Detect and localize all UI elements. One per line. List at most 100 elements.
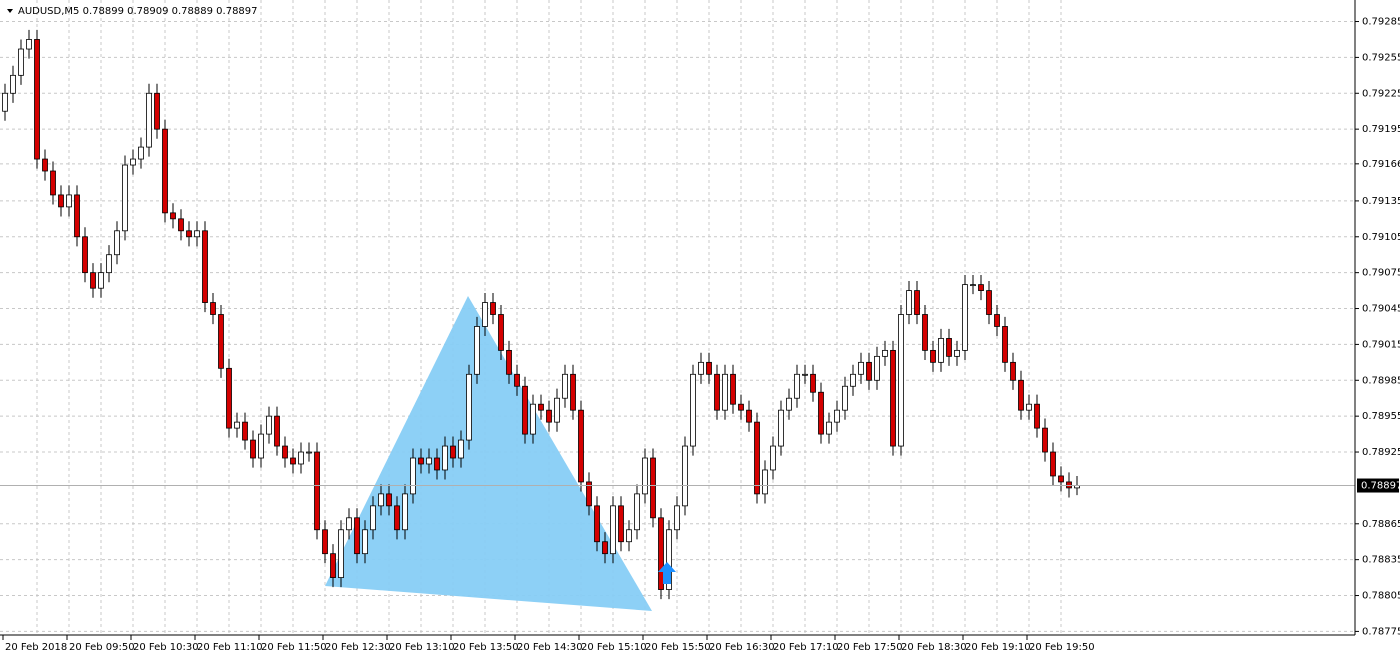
x-tick-label: 20 Feb 14:30 — [517, 642, 583, 653]
candle-body — [922, 314, 928, 351]
candle-body — [482, 302, 488, 327]
menu-triangle[interactable] — [7, 9, 13, 13]
candle-body — [594, 505, 600, 543]
candle-body — [490, 302, 496, 315]
y-tick-label: 0.79255 — [1362, 52, 1400, 63]
candle-body — [602, 541, 608, 555]
candle-body — [882, 349, 888, 357]
candle-body — [906, 290, 912, 315]
candle-body — [218, 314, 224, 369]
candle-body — [250, 439, 256, 459]
current-price-box — [1357, 478, 1399, 493]
x-tick-label: 20 Feb 15:10 — [581, 642, 647, 653]
candle-body — [938, 338, 944, 363]
y-tick-label: 0.79195 — [1362, 124, 1400, 135]
candle-body — [178, 218, 184, 232]
candle-body — [234, 421, 240, 429]
candle-body — [874, 355, 880, 381]
candle-body — [890, 349, 896, 447]
y-tick-label: 0.78865 — [1362, 519, 1400, 530]
triangle-pattern — [325, 296, 652, 611]
candle-body — [274, 415, 280, 447]
candle-body — [1058, 475, 1064, 483]
y-tick-label: 0.79045 — [1362, 304, 1400, 315]
candle-body — [522, 385, 528, 435]
candle-body — [610, 505, 616, 555]
candle-body — [314, 451, 320, 531]
candle-body — [554, 397, 560, 423]
candle-body — [58, 194, 64, 208]
y-tick-label: 0.79075 — [1362, 268, 1400, 279]
candle-body — [698, 361, 704, 375]
candle-body — [426, 457, 432, 465]
candle-body — [650, 457, 656, 519]
x-tick-label: 20 Feb 12:30 — [325, 642, 391, 653]
candle-body — [210, 302, 216, 315]
candle-body — [634, 493, 640, 531]
candle-body — [1034, 403, 1040, 429]
candle-body — [570, 373, 576, 411]
candle-body — [722, 373, 728, 411]
candle-body — [418, 457, 424, 465]
x-tick-label: 20 Feb 15:50 — [645, 642, 711, 653]
candle-body — [402, 493, 408, 531]
candle-body — [738, 403, 744, 411]
x-tick-label: 20 Feb 13:50 — [453, 642, 519, 653]
x-tick-label: 20 Feb 17:10 — [773, 642, 839, 653]
x-tick-label: 20 Feb 13:10 — [389, 642, 455, 653]
candle-body — [146, 92, 152, 148]
candle-body — [98, 272, 104, 289]
x-tick-label: 20 Feb 18:30 — [901, 642, 967, 653]
candle-body — [50, 170, 56, 196]
candle-body — [986, 290, 992, 315]
candle-body — [66, 194, 72, 208]
candle-body — [442, 445, 448, 471]
candle-body — [514, 373, 520, 387]
candle-body — [450, 445, 456, 459]
candle-body — [714, 373, 720, 411]
candle-body — [18, 48, 24, 76]
candle-body — [194, 230, 200, 238]
candle-body — [506, 349, 512, 375]
candle-body — [546, 409, 552, 423]
y-tick-label: 0.79135 — [1362, 196, 1400, 207]
candle-body — [170, 212, 176, 220]
candle-body — [898, 314, 904, 447]
candle-body — [530, 403, 536, 435]
candle-body — [258, 433, 264, 459]
candle-body — [770, 445, 776, 471]
candle-body — [1066, 481, 1072, 489]
candle-body — [226, 367, 232, 429]
candle-body — [818, 391, 824, 435]
y-tick-label: 0.78805 — [1362, 591, 1400, 602]
candle-body — [682, 445, 688, 507]
candle-body — [658, 517, 664, 590]
candle-body — [26, 39, 32, 50]
candle-body — [642, 457, 648, 495]
candle-body — [82, 236, 88, 274]
x-tick-label: 20 Feb 16:30 — [709, 642, 775, 653]
candle-body — [466, 373, 472, 441]
candle-body — [954, 349, 960, 357]
candle-body — [90, 272, 96, 289]
candle-body — [802, 373, 808, 376]
x-tick-label: 20 Feb 2018 — [5, 642, 67, 653]
candle-body — [762, 469, 768, 495]
chart-title: AUDUSD,M5 0.78899 0.78909 0.78889 0.7889… — [18, 6, 258, 17]
y-tick-label: 0.79285 — [1362, 17, 1400, 28]
candle-body — [810, 373, 816, 393]
y-tick-label: 0.79105 — [1362, 232, 1400, 243]
candle-body — [74, 194, 80, 238]
x-tick-label: 20 Feb 19:50 — [1029, 642, 1095, 653]
candle-body — [34, 39, 40, 160]
candle-body — [266, 415, 272, 435]
candle-body — [474, 326, 480, 375]
y-tick-label: 0.78925 — [1362, 447, 1400, 458]
candle-body — [410, 457, 416, 495]
candle-body — [114, 230, 120, 256]
candle-body — [842, 385, 848, 411]
candle-body — [354, 517, 360, 555]
candle-body — [970, 284, 976, 287]
